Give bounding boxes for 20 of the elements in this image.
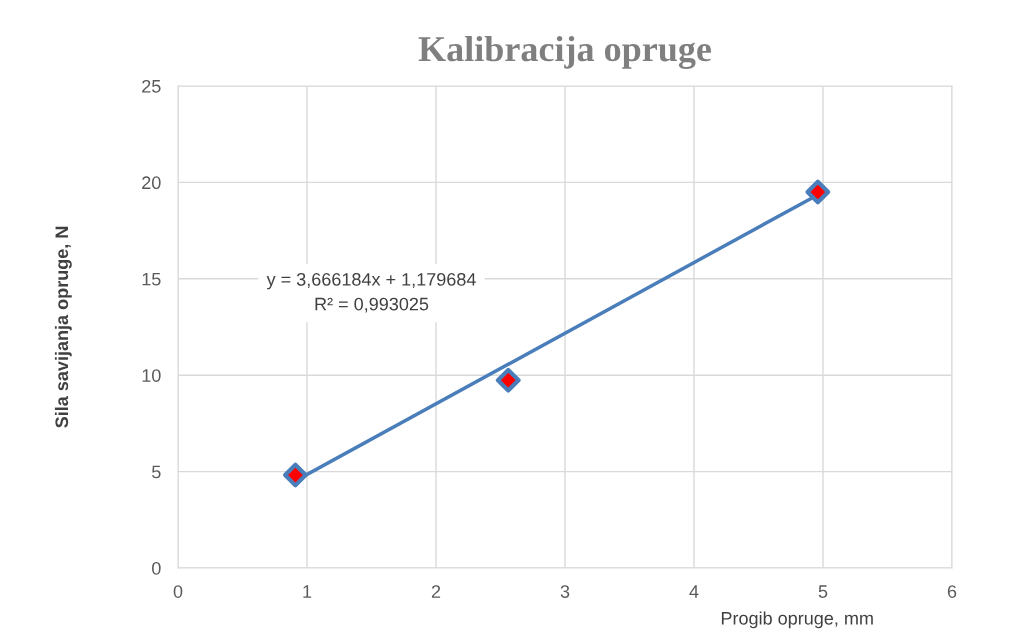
y-tick-label: 0 <box>152 561 161 575</box>
point <box>805 179 831 205</box>
x-tick-label: 6 <box>947 585 957 598</box>
point <box>495 367 521 393</box>
x-axis-title: Progib opruge, mm <box>721 611 873 629</box>
x-tick-label: 4 <box>689 585 699 598</box>
y-tick-label: 5 <box>152 465 161 479</box>
x-tick-label: 0 <box>173 585 183 598</box>
y-tick-label: 20 <box>142 176 161 190</box>
point <box>283 462 308 488</box>
x-tick-label: 2 <box>431 585 441 598</box>
x-tick-label: 3 <box>560 585 570 598</box>
y-axis-title: Sila savijanja opruge, N <box>54 226 72 428</box>
x-tick-label: 5 <box>818 585 828 598</box>
y-tick-label: 25 <box>142 79 161 93</box>
annotation: y = 3,666184x + 1,179684 R² = 0,993025 <box>266 272 476 313</box>
y-tick-label: 15 <box>142 272 161 286</box>
y-tick-label: 10 <box>142 369 161 382</box>
chart-title: Kalibracija opruge <box>418 35 712 69</box>
x-tick-label: 1 <box>303 585 312 598</box>
